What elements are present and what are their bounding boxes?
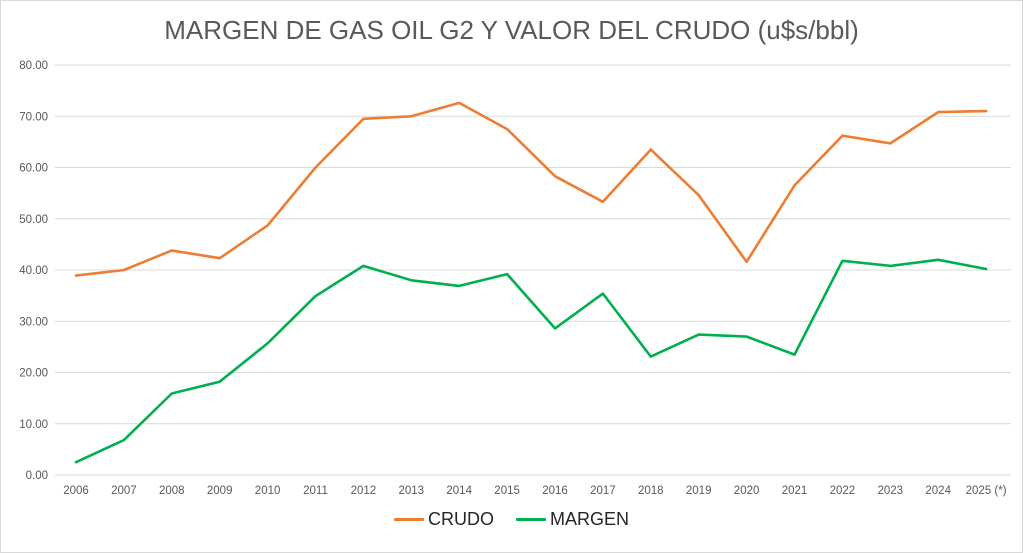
x-axis-tick-label: 2007 [111, 485, 137, 497]
legend: CRUDO MARGEN [1, 509, 1022, 530]
chart-title: MARGEN DE GAS OIL G2 Y VALOR DEL CRUDO (… [164, 15, 859, 45]
margen-line [74, 258, 988, 464]
crudo-line-swatch-icon [393, 517, 424, 522]
x-axis-tick-label: 2017 [590, 485, 616, 497]
y-axis-tick-label: 60.00 [19, 163, 48, 175]
y-axis-tick-label: 20.00 [19, 368, 48, 380]
legend-item-margen: MARGEN [515, 509, 629, 530]
y-axis-tick-label: 0.00 [26, 470, 48, 482]
legend-label-margen: MARGEN [549, 509, 629, 529]
x-axis-tick-label: 2006 [63, 485, 89, 497]
x-axis-tick-label: 2011 [303, 485, 328, 497]
y-axis-tick-label: 30.00 [19, 316, 48, 328]
crudo-line [74, 101, 988, 277]
x-axis-tick-label: 2014 [446, 485, 472, 497]
x-axis-tick-label: 2023 [878, 485, 904, 497]
margen-line-swatch-icon [515, 517, 546, 522]
y-axis-tick-label: 40.00 [19, 265, 48, 277]
x-axis-tick-label: 2012 [351, 485, 377, 497]
x-axis-tick-label: 2025 (*) [966, 485, 1007, 497]
x-axis-tick-label: 2019 [686, 485, 712, 497]
legend-label-crudo: CRUDO [427, 509, 494, 529]
legend-item-crudo: CRUDO [393, 509, 494, 530]
x-axis-tick-label: 2013 [399, 485, 425, 497]
x-axis-tick-label: 2016 [542, 485, 568, 497]
x-axis-tick-label: 2009 [207, 485, 233, 497]
x-axis-tick-label: 2010 [255, 485, 281, 497]
y-axis-tick-label: 10.00 [19, 419, 48, 431]
x-axis-tick-label: 2008 [159, 485, 185, 497]
x-axis-tick-label: 2020 [734, 485, 760, 497]
x-axis-tick-label: 2022 [830, 485, 856, 497]
y-axis-tick-label: 80.00 [19, 60, 48, 72]
x-axis-tick-label: 2015 [494, 485, 520, 497]
x-axis-tick-label: 2024 [925, 485, 951, 497]
x-axis-tick-label: 2021 [782, 485, 808, 497]
y-axis-tick-label: 50.00 [19, 214, 48, 226]
x-axis-tick-label: 2018 [638, 485, 664, 497]
y-axis-tick-label: 70.00 [19, 111, 48, 123]
